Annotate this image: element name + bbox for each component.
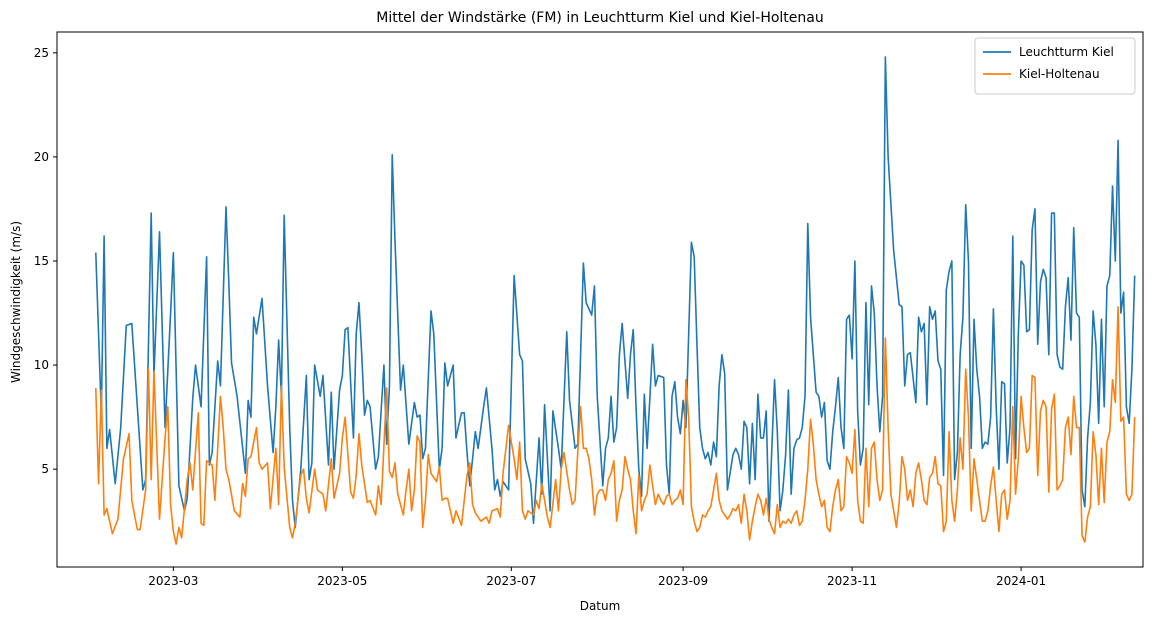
legend-box <box>974 37 1136 95</box>
y-tick-label: 20 <box>34 150 49 164</box>
y-tick-label: 25 <box>34 46 49 60</box>
x-tick-label: 2023-11 <box>827 574 877 588</box>
chart-title: Mittel der Windstärke (FM) in Leuchtturm… <box>376 10 824 26</box>
x-tick-label: 2023-09 <box>658 574 708 588</box>
legend: Leuchtturm Kiel Kiel-Holtenau <box>974 37 1136 95</box>
legend-label-2: Kiel-Holtenau <box>1019 67 1100 81</box>
series-group <box>94 56 1136 545</box>
plot-area <box>56 31 1144 568</box>
x-tick-label: 2023-03 <box>148 574 198 588</box>
x-axis: 2023-03 2023-05 2023-07 2023-09 2023-11 2024-… <box>148 567 1046 588</box>
y-tick-label: 15 <box>34 254 49 268</box>
legend-label-1: Leuchtturm Kiel <box>1019 45 1114 59</box>
x-tick-label: 2023-05 <box>317 574 367 588</box>
series-line-1 <box>94 56 1136 529</box>
series-line-2 <box>94 305 1136 545</box>
x-axis-label: Datum <box>580 599 621 613</box>
plot-frame <box>56 31 1144 568</box>
y-tick-label: 5 <box>41 462 49 476</box>
plot-background <box>57 32 1143 567</box>
y-tick-label: 10 <box>34 358 49 372</box>
y-axis-label: Windgeschwindigkeit (m/s) <box>9 221 23 383</box>
x-tick-label: 2024-01 <box>996 574 1046 588</box>
y-axis: 5 10 15 20 25 <box>34 46 57 476</box>
x-tick-label: 2023-07 <box>486 574 536 588</box>
